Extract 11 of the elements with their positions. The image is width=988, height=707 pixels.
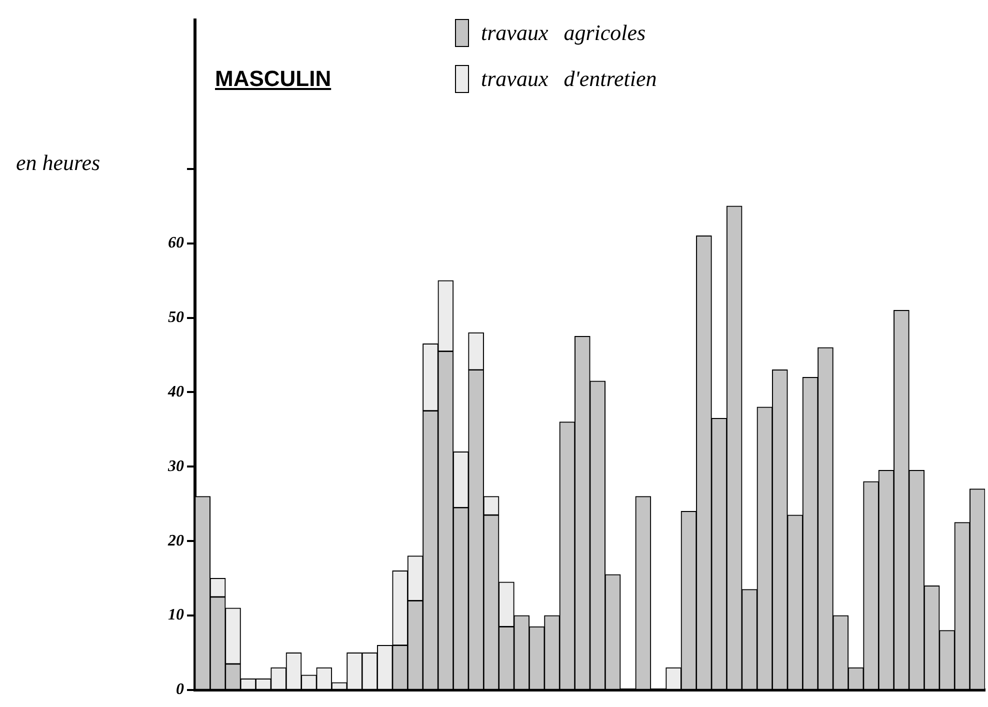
y-tick-label: 20: [167, 532, 184, 550]
y-tick-label: 40: [167, 383, 184, 400]
legend-label: travaux agricoles: [481, 20, 646, 46]
text: MASCULIN: [215, 66, 332, 92]
y-axis-title: en heures: [16, 150, 100, 176]
y-tick-label: 50: [168, 308, 184, 326]
legend-label: travaux d'entretien: [481, 66, 657, 92]
y-tick-label: 30: [167, 458, 184, 475]
y-tick-label: 60: [168, 234, 184, 252]
y-tick-label: 0: [176, 681, 184, 698]
y-tick-label: 10: [168, 606, 184, 624]
